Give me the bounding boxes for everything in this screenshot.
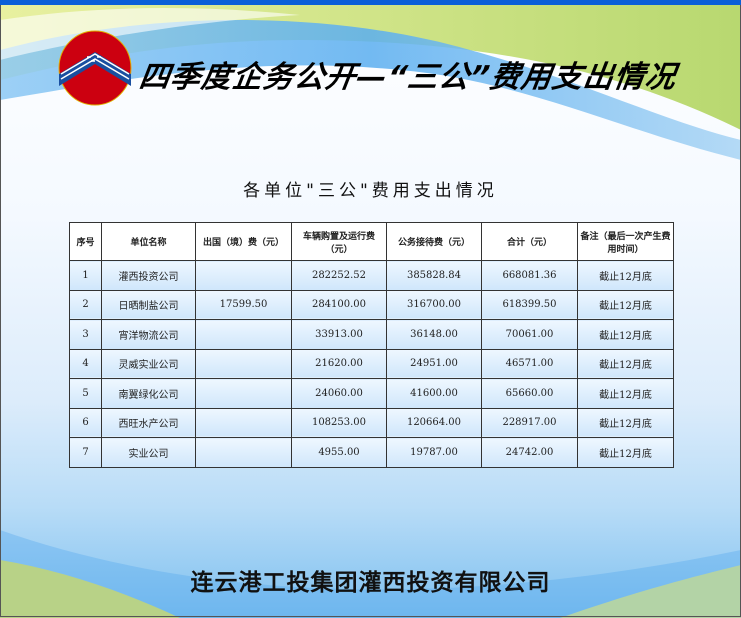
col-header: 公务接待费（元）	[386, 222, 482, 261]
table-cell: 618399.50	[481, 289, 578, 320]
table-cell: 日晒制盐公司	[101, 289, 196, 320]
table-title: 各单位"三公"费用支出情况	[243, 181, 498, 201]
table-row: 5 南翼绿化公司 24060.00 41600.00 65660.00 截止12月底	[69, 378, 674, 409]
table-cell: 宵洋物流公司	[101, 319, 196, 350]
table-header-row: 序号 单位名称 出国（境）费（元） 车辆购置及运行费（元） 公务接待费（元） 合…	[69, 222, 674, 261]
table-cell	[195, 407, 292, 438]
table-cell: 4	[69, 348, 102, 379]
table-row: 7 实业公司 4955.00 19787.00 24742.00 截止12月底	[69, 437, 674, 468]
top-bar	[0, 0, 741, 5]
table-cell: 228917.00	[481, 407, 578, 438]
table-cell: 17599.50	[195, 289, 292, 320]
table-row: 2 日晒制盐公司 17599.50 284100.00 316700.00 618399.…	[69, 289, 674, 320]
table-cell: 21620.00	[291, 348, 387, 379]
table-row: 1 灌西投资公司 282252.52 385828.84 668081.36 截止12月底	[69, 260, 674, 291]
col-header: 备注（最后一次产生费用时间）	[577, 222, 674, 261]
company-logo-icon	[58, 30, 132, 106]
table-row: 6 西旺水产公司 108253.00 120664.00 228917.00 截止12月底	[69, 407, 674, 438]
col-header: 序号	[69, 222, 102, 261]
table-cell: 24951.00	[386, 348, 482, 379]
table-cell: 46571.00	[481, 348, 578, 379]
table-cell: 截止12月底	[577, 407, 674, 438]
table-cell: 120664.00	[386, 407, 482, 438]
table-cell: 灵威实业公司	[101, 348, 196, 379]
table-cell: 西旺水产公司	[101, 407, 196, 438]
table-cell: 36148.00	[386, 319, 482, 350]
table-cell: 41600.00	[386, 378, 482, 409]
table-cell: 108253.00	[291, 407, 387, 438]
table-cell: 282252.52	[291, 260, 387, 291]
table-cell: 截止12月底	[577, 378, 674, 409]
company-name-footer: 连云港工投集团灌西投资有限公司	[190, 570, 551, 596]
table-cell: 70061.00	[481, 319, 578, 350]
table-cell: 实业公司	[101, 437, 196, 468]
table-cell: 南翼绿化公司	[101, 378, 196, 409]
table-cell	[195, 437, 292, 468]
table-cell: 7	[69, 437, 102, 468]
table-cell: 24060.00	[291, 378, 387, 409]
table-cell: 截止12月底	[577, 437, 674, 468]
table-cell: 65660.00	[481, 378, 578, 409]
table-cell: 2	[69, 289, 102, 320]
table-cell: 284100.00	[291, 289, 387, 320]
table-row: 3 宵洋物流公司 33913.00 36148.00 70061.00 截止12月底	[69, 319, 674, 350]
table-cell: 6	[69, 407, 102, 438]
table-cell: 截止12月底	[577, 319, 674, 350]
table-cell: 灌西投资公司	[101, 260, 196, 291]
col-header: 合计（元）	[481, 222, 578, 261]
table-cell: 截止12月底	[577, 289, 674, 320]
table-cell: 4955.00	[291, 437, 387, 468]
table-cell: 33913.00	[291, 319, 387, 350]
table-cell: 385828.84	[386, 260, 482, 291]
table-cell	[195, 319, 292, 350]
col-header: 车辆购置及运行费（元）	[291, 222, 387, 261]
table-cell	[195, 348, 292, 379]
table-cell: 19787.00	[386, 437, 482, 468]
table-cell: 1	[69, 260, 102, 291]
table-cell: 5	[69, 378, 102, 409]
table-row: 4 灵威实业公司 21620.00 24951.00 46571.00 截止12月底	[69, 348, 674, 379]
table-cell: 截止12月底	[577, 260, 674, 291]
page-title: 四季度企务公开—“三公”费用支出情况	[137, 60, 679, 95]
table-cell: 24742.00	[481, 437, 578, 468]
table-cell: 316700.00	[386, 289, 482, 320]
table-cell: 3	[69, 319, 102, 350]
col-header: 出国（境）费（元）	[195, 222, 292, 261]
table-cell	[195, 260, 292, 291]
col-header: 单位名称	[101, 222, 196, 261]
expense-table: 序号 单位名称 出国（境）费（元） 车辆购置及运行费（元） 公务接待费（元） 合…	[69, 222, 674, 468]
table-cell: 668081.36	[481, 260, 578, 291]
table-cell	[195, 378, 292, 409]
table-cell: 截止12月底	[577, 348, 674, 379]
